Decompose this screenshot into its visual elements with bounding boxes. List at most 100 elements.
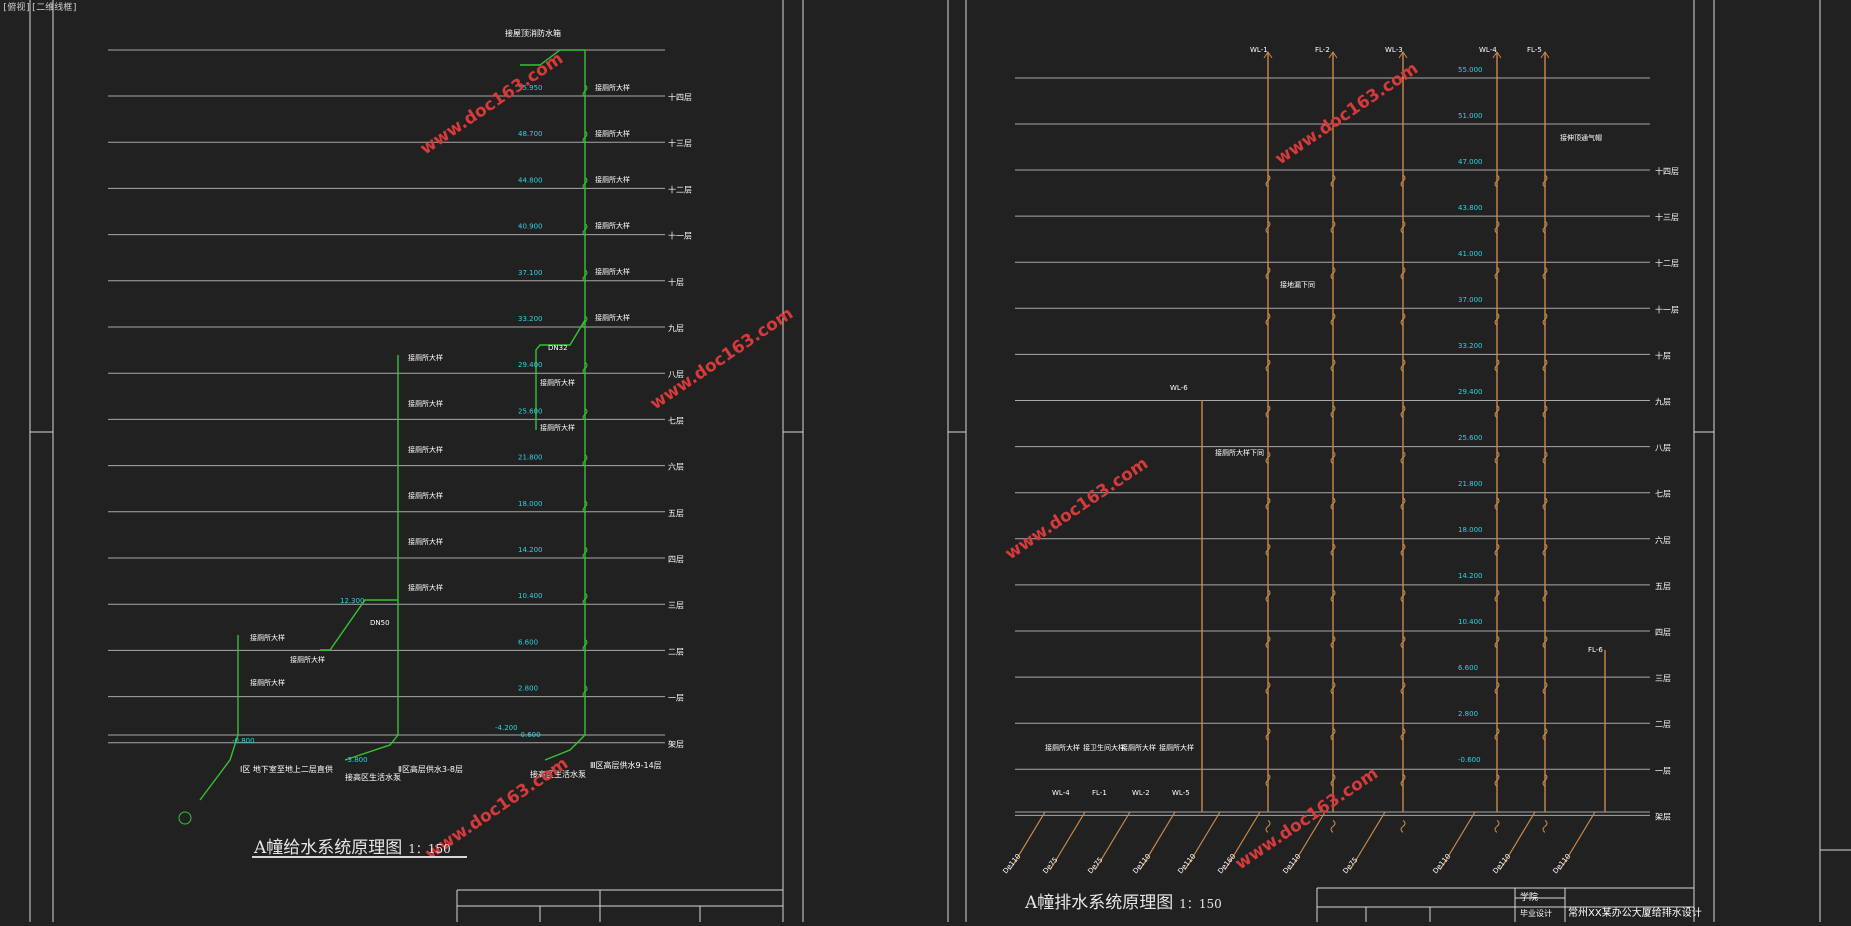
vent-cap — [1398, 51, 1408, 59]
drain-fitting — [1330, 681, 1336, 695]
drain-fitting — [1400, 220, 1406, 234]
bathroom-label: 接厕所大样 — [408, 537, 443, 546]
drain-fitting — [1330, 266, 1336, 280]
floor-label: 七层 — [1655, 490, 1671, 499]
bathroom-label: 接厕所大样 — [540, 423, 575, 432]
drain-fitting — [1494, 359, 1500, 372]
left-title-underline — [252, 856, 467, 858]
supply-branch — [344, 734, 399, 761]
supply-branch — [320, 599, 398, 651]
drain-fitting — [1542, 497, 1548, 511]
elevation-label: 14.200 — [1458, 572, 1483, 580]
elevation-label: 33.200 — [518, 315, 543, 323]
floor-label: 十一层 — [668, 231, 692, 241]
elevation-label: -3.800 — [345, 756, 368, 764]
bathroom-label: 接厕所大样 — [408, 399, 443, 408]
drain-fitting — [1265, 359, 1271, 372]
floor-label: 十层 — [1655, 350, 1671, 360]
drain-fitting — [1542, 681, 1548, 695]
floor-label: 九层 — [1655, 398, 1671, 407]
drain-pipes — [1009, 51, 1606, 871]
drain-fitting — [1330, 405, 1336, 418]
elevation-label: 25.600 — [518, 407, 543, 415]
supply-fitting — [582, 269, 588, 283]
pump-label: 接高区生活水泵 — [530, 769, 586, 779]
floor-label: 八层 — [668, 370, 684, 379]
left-drawing-title: A幢给水系统原理图 1：150 — [254, 833, 451, 858]
floor-label: 四层 — [1655, 628, 1671, 637]
bath-down-label: 接厕所大样下同 — [1215, 448, 1264, 457]
drain-fitting — [1330, 451, 1336, 464]
drain-fitting — [1542, 174, 1548, 188]
outlet-pipe — [1289, 811, 1326, 871]
supply-fitting — [582, 223, 588, 236]
stack-label: FL-5 — [1527, 46, 1542, 54]
short-stack-label: WL-5 — [1172, 789, 1190, 797]
pipe-size-label: De110 — [1281, 852, 1302, 875]
drain-fitting — [1542, 220, 1548, 234]
pipe-size-label: De110 — [1431, 852, 1452, 875]
pump-label: 接高区生活水泵 — [345, 772, 401, 782]
bathroom-label: 接厕所大样 — [408, 353, 443, 362]
drain-fitting — [1330, 220, 1336, 234]
floor-label: 架层 — [668, 740, 684, 749]
drain-fitting — [1265, 589, 1271, 603]
drain-fitting — [1400, 681, 1406, 695]
bathroom-label: 接厕所大样 — [595, 221, 630, 230]
bathroom-label: 接厕所大样 — [595, 83, 630, 92]
supply-fitting — [582, 84, 588, 98]
supply-fitting — [582, 592, 588, 606]
floor-label: 二层 — [1655, 720, 1671, 729]
viewport-label[interactable]: [俯视][二维线框] — [2, 3, 78, 13]
bathroom-label: 接厕所大样 — [250, 678, 285, 687]
bottom-label: 接卫生间大样 — [1083, 743, 1125, 752]
floor-label: 二层 — [668, 647, 684, 656]
drain-fitting — [1330, 635, 1336, 649]
drain-fitting — [1494, 773, 1500, 787]
elevation-label: 29.400 — [518, 361, 543, 369]
watermark: www.doc163.com — [1272, 59, 1422, 169]
elevation-label: 18.000 — [518, 500, 543, 508]
drain-fitting — [1400, 773, 1406, 787]
floor-label: 十三层 — [1655, 212, 1679, 222]
stack-label: FL-2 — [1315, 46, 1330, 54]
stack-label: WL-1 — [1250, 46, 1268, 54]
floor-label: 十二层 — [1655, 258, 1679, 268]
floor-label: 五层 — [1655, 582, 1671, 591]
floor-label: 十二层 — [668, 184, 692, 194]
drain-fitting — [1494, 266, 1500, 280]
supply-fitting — [582, 130, 588, 144]
supply-branch — [544, 734, 586, 761]
left-title-scale: 1：150 — [408, 842, 451, 856]
elevation-label: 44.800 — [518, 176, 543, 184]
drain-fitting — [1400, 820, 1406, 833]
supply-fitting — [582, 177, 588, 190]
outlet-pipe — [1499, 811, 1536, 871]
floor-label: 十三层 — [668, 138, 692, 148]
supply-fitting — [582, 315, 588, 329]
drain-fitting — [1330, 589, 1336, 603]
bathroom-label: 接厕所大样 — [250, 633, 285, 642]
floor-label: 十四层 — [668, 92, 692, 102]
watermark: www.doc163.com — [647, 304, 797, 414]
outlet-pipe — [1224, 811, 1261, 871]
drain-fitting — [1400, 359, 1406, 372]
bathroom-label: 接厕所大样 — [408, 491, 443, 500]
elevation-label: 10.400 — [518, 592, 543, 600]
elevation-label: 55.000 — [1458, 66, 1483, 74]
drain-fitting — [1265, 312, 1271, 326]
drain-fitting — [1494, 589, 1500, 603]
drain-fitting — [1542, 312, 1548, 326]
floor-label: 八层 — [1655, 444, 1671, 453]
pipe-size-label: De110 — [1001, 852, 1022, 875]
elevation-label: -0.800 — [232, 737, 255, 745]
elevation-label: 18.000 — [1458, 526, 1483, 534]
bottom-label: 接厕所大样 — [1159, 743, 1194, 752]
drain-fitting — [1400, 266, 1406, 280]
watermark: www.doc163.com — [1232, 764, 1382, 874]
title-block-project: 常州XX某办公大厦给排水设计 — [1568, 906, 1702, 919]
elevation-label: 43.800 — [1458, 204, 1483, 212]
drain-fitting — [1330, 820, 1336, 833]
bottom-label: 接厕所大样 — [1121, 743, 1156, 752]
